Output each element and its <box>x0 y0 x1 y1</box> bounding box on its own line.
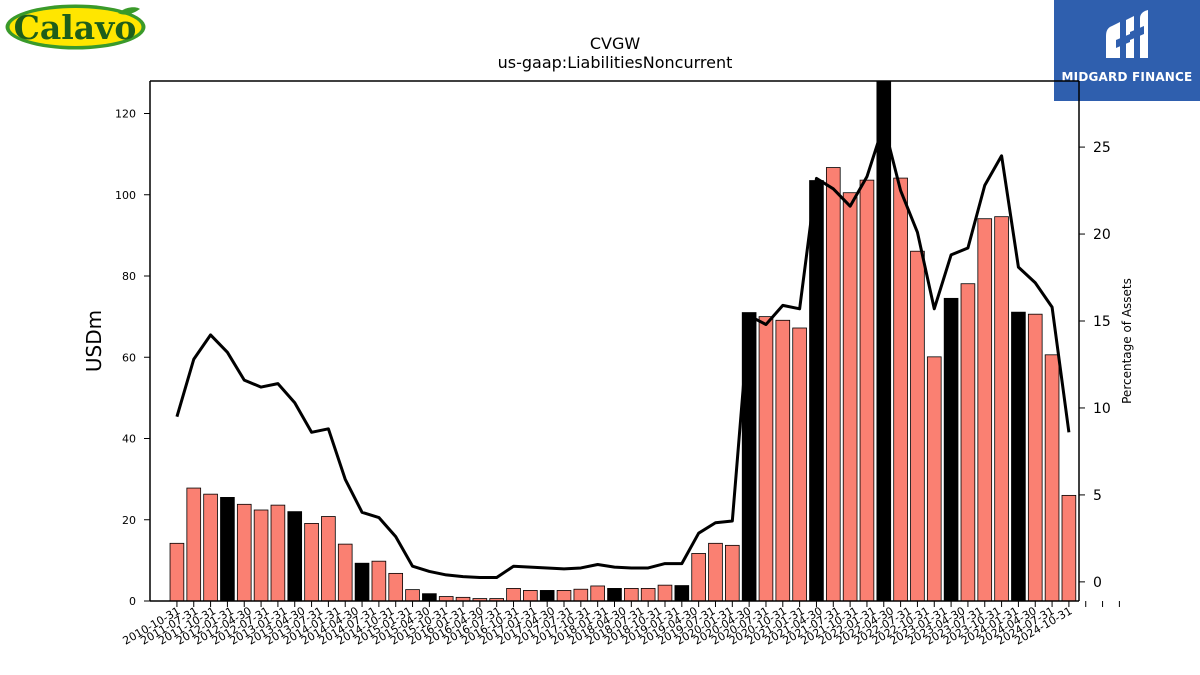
bar <box>859 179 875 602</box>
y2-tick-label: 5 <box>1093 488 1102 504</box>
bar <box>388 572 404 602</box>
bar <box>321 516 336 602</box>
bar <box>304 523 319 602</box>
bar <box>725 544 740 602</box>
bar <box>758 316 774 602</box>
bar <box>809 180 824 602</box>
bar <box>236 503 252 602</box>
chart-title: CVGW <box>590 34 641 53</box>
bar <box>523 590 538 602</box>
bar <box>337 543 353 602</box>
line-layer <box>175 122 1071 580</box>
bars-layer <box>169 80 1077 602</box>
bar <box>607 588 622 602</box>
bar <box>1027 313 1043 602</box>
bar <box>270 504 286 602</box>
chart-subtitle: us-gaap:LiabilitiesNoncurrent <box>498 53 733 72</box>
y2-tick-label: 10 <box>1093 401 1111 417</box>
bar <box>842 192 858 602</box>
y2-axis-label: Percentage of Assets <box>1120 278 1134 404</box>
bar <box>590 585 605 602</box>
bar <box>741 312 757 602</box>
y2-tick-label: 20 <box>1093 227 1111 243</box>
bar <box>943 297 959 602</box>
bar <box>960 283 976 602</box>
bar <box>792 327 807 602</box>
bar <box>775 319 791 602</box>
bar <box>926 356 942 602</box>
bar <box>691 553 706 602</box>
y-tick-label: 80 <box>122 270 136 283</box>
y-tick-label: 100 <box>115 189 136 202</box>
calavo-logo-text: Calavo <box>14 8 137 47</box>
y-tick-label: 60 <box>122 351 136 364</box>
bar <box>624 588 639 602</box>
bar <box>977 218 993 602</box>
bar <box>1011 311 1026 602</box>
bar <box>825 167 841 602</box>
bar <box>556 590 572 602</box>
series-line <box>175 122 1071 580</box>
bar <box>186 487 202 602</box>
y-axis-label: USDm <box>82 310 106 372</box>
bar <box>506 588 521 602</box>
y-tick-label: 20 <box>122 514 136 527</box>
bar <box>405 589 420 602</box>
bar <box>640 588 656 602</box>
bar <box>220 497 235 602</box>
bar <box>674 585 690 602</box>
bar <box>910 250 925 602</box>
y2-tick-label: 25 <box>1093 140 1111 156</box>
bar <box>1061 494 1077 602</box>
bar <box>203 493 218 602</box>
y-tick-label: 0 <box>129 595 136 608</box>
y2-tick-label: 15 <box>1093 314 1111 330</box>
bar <box>354 562 370 602</box>
bar <box>169 542 185 602</box>
bar <box>539 590 555 602</box>
y2-tick-label: 0 <box>1093 575 1102 591</box>
bar <box>893 177 908 602</box>
bar <box>371 560 387 602</box>
bar <box>1044 354 1060 602</box>
bar <box>708 542 723 602</box>
bar <box>657 584 673 602</box>
y-tick-label: 40 <box>122 433 136 446</box>
midgard-finance-logo: MIDGARD FINANCE <box>1054 0 1200 101</box>
calavo-logo: Calavo <box>4 3 147 51</box>
y-tick-label: 120 <box>115 108 136 121</box>
bar <box>876 80 892 602</box>
bar <box>422 593 437 602</box>
bar <box>287 511 303 602</box>
bar <box>253 509 269 602</box>
midgard-finance-label: MIDGARD FINANCE <box>1061 70 1193 84</box>
bar <box>994 216 1009 602</box>
bar <box>573 588 589 602</box>
